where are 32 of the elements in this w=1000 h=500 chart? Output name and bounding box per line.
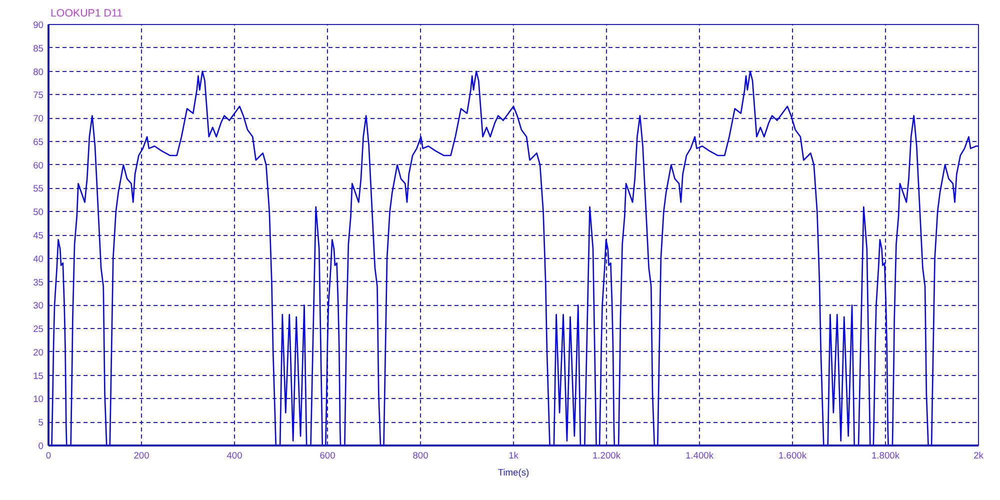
- x-tick-label: 200: [134, 450, 150, 460]
- y-tick-label: 85: [33, 43, 44, 54]
- x-axis-title: Time(s): [498, 468, 530, 478]
- y-tick-label: 10: [33, 394, 44, 404]
- y-tick-label: 90: [33, 20, 44, 30]
- y-tick-label: 80: [33, 66, 44, 77]
- x-tick-label: 1.200k: [592, 450, 621, 460]
- y-tick-label: 5: [38, 418, 44, 428]
- x-tick-label: 800: [412, 450, 428, 460]
- y-tick-label: 20: [33, 347, 44, 358]
- y-tick-label: 50: [33, 207, 44, 218]
- x-tick-label: 0: [46, 450, 52, 460]
- chart-title: LOOKUP1 D11: [50, 8, 123, 20]
- y-tick-label: 35: [33, 277, 44, 288]
- y-tick-label: 75: [33, 90, 44, 100]
- x-tick-label: 1.600k: [778, 450, 807, 460]
- x-tick-label: 1k: [508, 450, 519, 460]
- y-tick-label: 25: [33, 324, 44, 334]
- y-tick-label: 65: [33, 136, 44, 147]
- y-tick-label: 0: [38, 441, 44, 451]
- x-tick-label: 400: [226, 450, 242, 460]
- y-tick-label: 55: [33, 184, 44, 194]
- y-tick-label: 60: [33, 160, 44, 170]
- x-tick-label: 600: [320, 450, 336, 460]
- y-tick-label: 15: [33, 370, 44, 381]
- y-tick-label: 70: [33, 114, 44, 124]
- x-tick-label: 2k: [974, 450, 984, 460]
- y-tick-label: 40: [33, 254, 44, 264]
- x-tick-label: 1.400k: [685, 450, 714, 460]
- x-tick-label: 1.800k: [871, 450, 900, 460]
- y-tick-label: 30: [33, 300, 44, 311]
- y-tick-label: 45: [33, 230, 44, 240]
